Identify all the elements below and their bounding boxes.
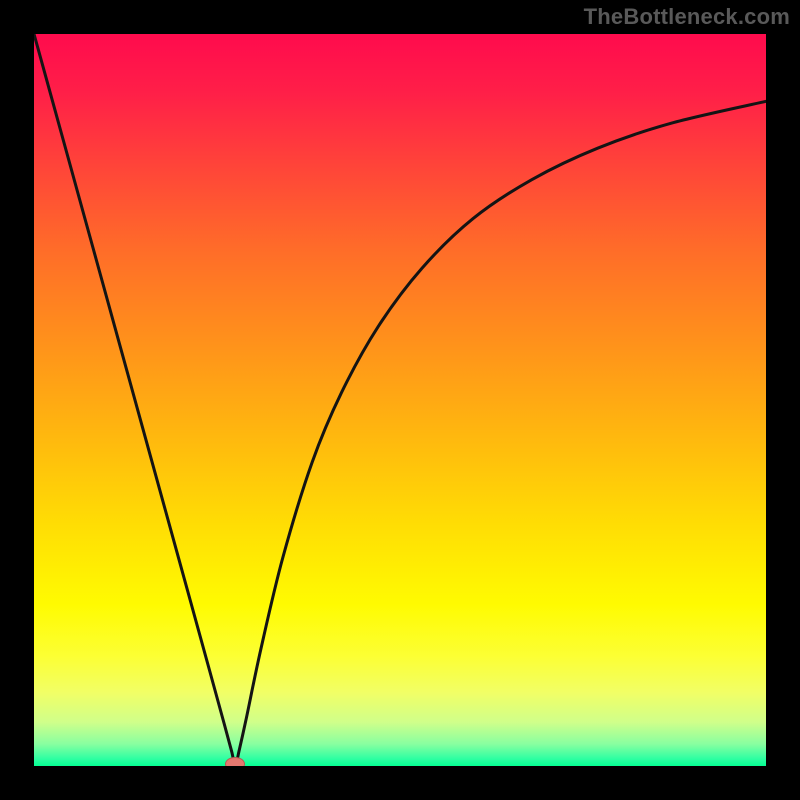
- plot-area: [34, 34, 766, 766]
- vertex-marker: [225, 757, 245, 766]
- curve-layer: [34, 34, 766, 766]
- bottleneck-curve: [34, 34, 766, 766]
- watermark-text: TheBottleneck.com: [584, 4, 790, 30]
- chart-canvas: TheBottleneck.com: [0, 0, 800, 800]
